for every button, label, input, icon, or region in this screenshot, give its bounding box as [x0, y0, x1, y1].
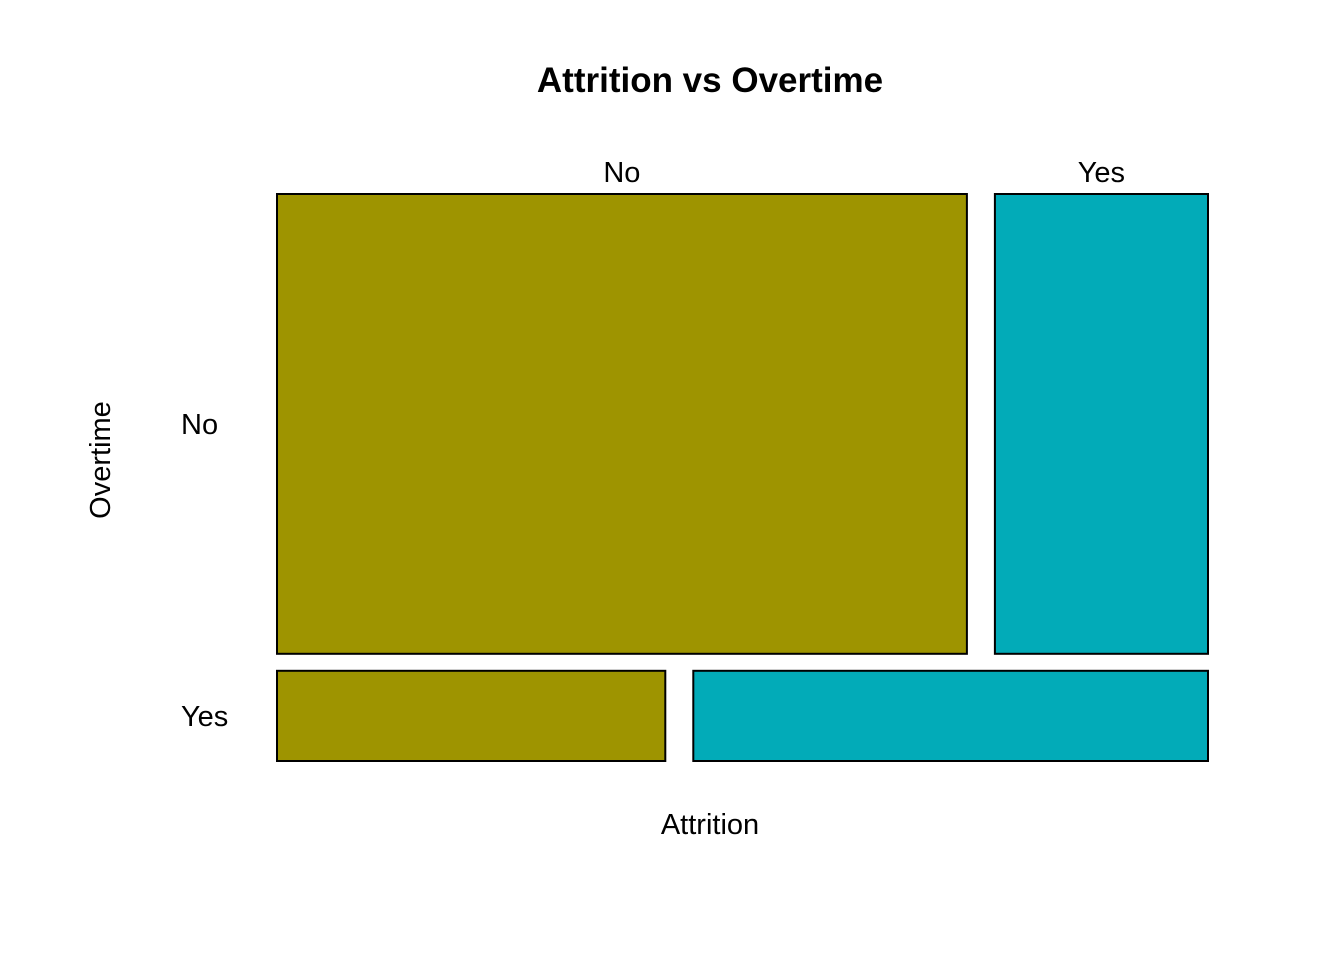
- column-label-yes: Yes: [1078, 157, 1125, 189]
- row-label-no: No: [181, 409, 218, 441]
- mosaic-tile-overtime-yes-attrition-no: [276, 669, 667, 762]
- row-labels: No Yes: [181, 409, 228, 733]
- row-label-yes: Yes: [181, 701, 228, 733]
- column-labels: No Yes: [603, 157, 1125, 189]
- mosaic-tile-overtime-no-attrition-no: [276, 193, 968, 655]
- mosaic-tile-overtime-yes-attrition-yes: [692, 669, 1209, 762]
- column-label-no: No: [603, 157, 640, 189]
- y-axis-label: Overtime: [85, 401, 117, 519]
- mosaic-tile-overtime-no-attrition-yes: [993, 193, 1210, 655]
- chart-title: Attrition vs Overtime: [537, 61, 883, 100]
- mosaic-tiles: [276, 193, 1210, 762]
- x-axis-label: Attrition: [661, 809, 759, 841]
